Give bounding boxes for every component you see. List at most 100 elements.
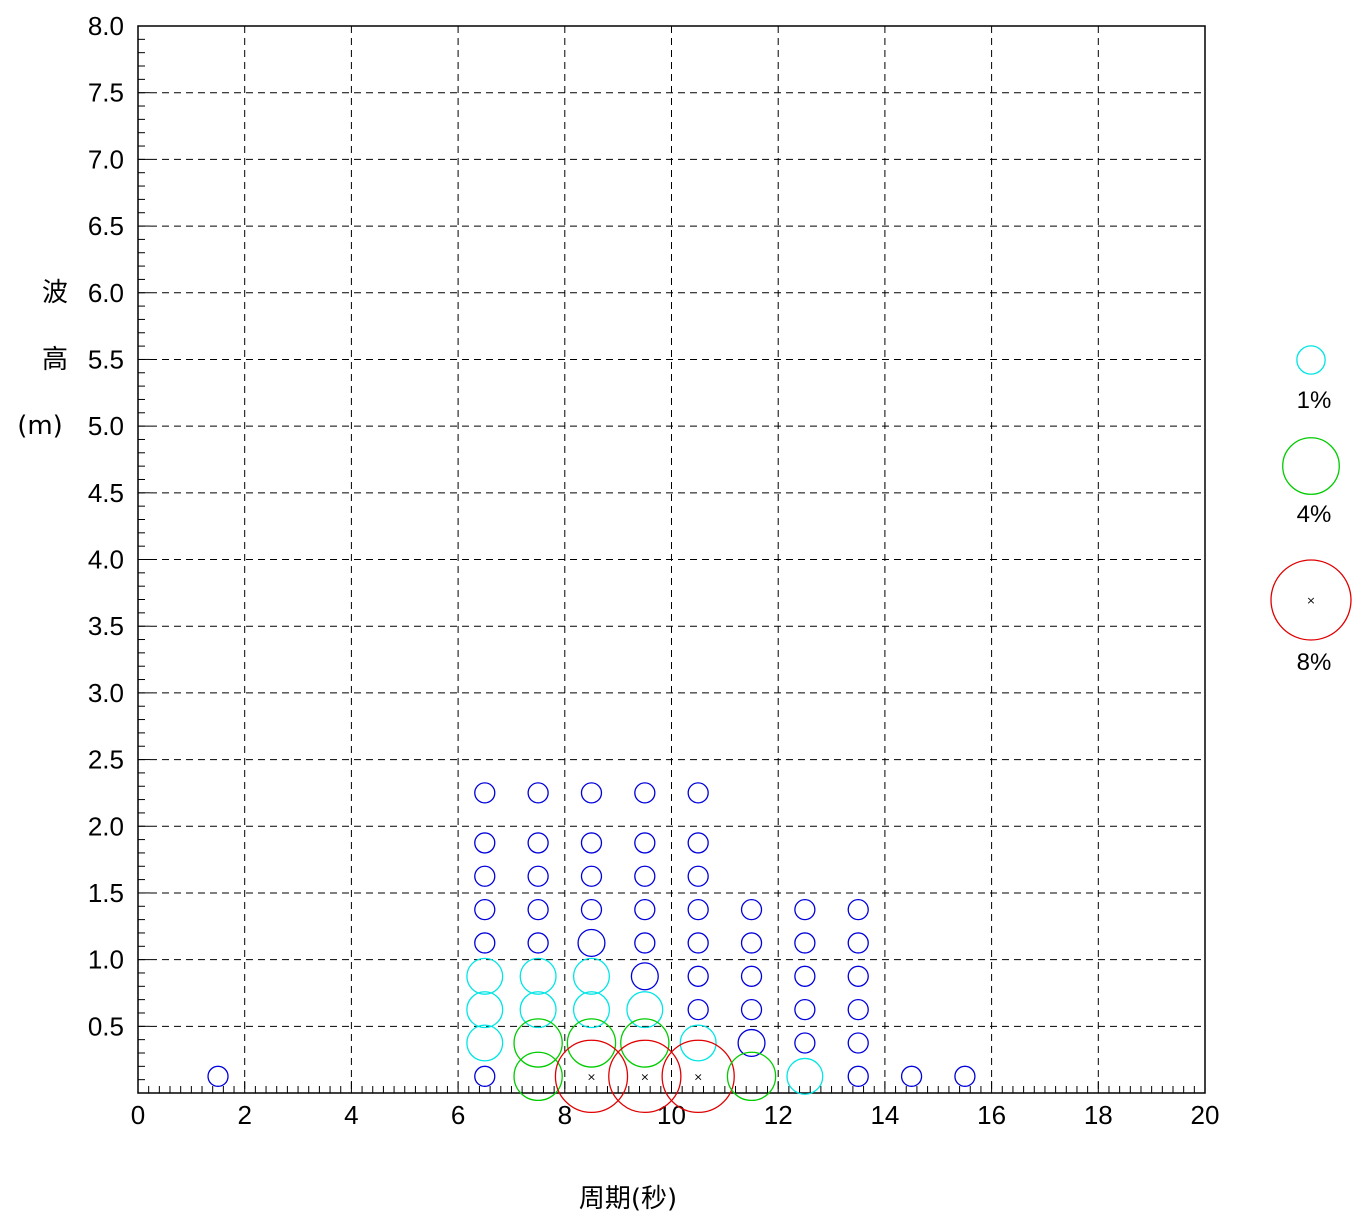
- bubble-point: [740, 932, 763, 954]
- bubble-point: [207, 1065, 229, 1087]
- y-tick-label: 7.5: [88, 78, 124, 108]
- bubble-point: [687, 932, 709, 954]
- bubble-point: [847, 932, 869, 954]
- bubble-point: [474, 865, 496, 887]
- bubble-point: [847, 1032, 869, 1054]
- x-tick-label: 10: [657, 1100, 686, 1130]
- bubble-point: [687, 998, 709, 1021]
- legend-center-marker: ×: [1306, 594, 1315, 607]
- bubble-point: [630, 962, 659, 991]
- x-tick-label: 16: [977, 1100, 1006, 1130]
- x-tick-label: 8: [558, 1100, 572, 1130]
- bubble-point: [626, 991, 664, 1029]
- y-axis-title-2: 高: [42, 345, 68, 375]
- bubble-center-marker: ×: [640, 1070, 649, 1083]
- bubble-point: [794, 898, 816, 921]
- bubble-point: [572, 991, 611, 1029]
- bubble-point: [634, 782, 656, 804]
- bubble-point: [527, 865, 549, 887]
- legend-label: 1%: [1297, 387, 1332, 414]
- y-tick-label: 1.5: [88, 878, 124, 908]
- x-tick-label: 4: [344, 1100, 358, 1130]
- y-tick-label: 6.5: [88, 211, 124, 241]
- bubble-point: [527, 898, 549, 921]
- bubble-point: [513, 1018, 563, 1068]
- legend-circle: [1282, 437, 1340, 495]
- bubble-point: [513, 1051, 563, 1102]
- bubble-point: [794, 1032, 816, 1054]
- bubble-point: [577, 928, 606, 958]
- bubble-point: [527, 782, 549, 804]
- bubble-point: [687, 832, 709, 854]
- bubble-point: [554, 1039, 629, 1114]
- y-tick-label: 5.0: [88, 411, 124, 441]
- bubble-point: [794, 965, 816, 987]
- legend-label: 8%: [1297, 649, 1332, 676]
- bubble-point: [572, 957, 611, 995]
- bubble-point: [954, 1065, 976, 1087]
- bubble-point: [687, 782, 709, 804]
- y-tick-label: 2.0: [88, 811, 124, 841]
- bubble-center-marker: ×: [587, 1070, 596, 1083]
- y-tick-label: 5.5: [88, 344, 124, 374]
- legend: 1% 4% × 8%: [1270, 345, 1352, 676]
- bubble-point: [580, 898, 603, 921]
- bubble-point: [847, 898, 869, 921]
- bubble-point: [474, 1065, 496, 1087]
- bubble-point: [474, 932, 496, 954]
- y-tick-label: 6.0: [88, 278, 124, 308]
- x-tick-label: 0: [131, 1100, 145, 1130]
- y-axis-title-1: 波: [42, 278, 68, 308]
- bubble-point: [620, 1018, 670, 1068]
- bubble-point: [634, 898, 656, 921]
- bubble-point: [847, 998, 869, 1021]
- legend-circle: [1296, 345, 1326, 375]
- bubble-point: [474, 832, 496, 854]
- y-tick-label: 4.0: [88, 545, 124, 575]
- bubble-point: [519, 957, 557, 995]
- bubble-point: [474, 782, 496, 804]
- bubble-point: [740, 898, 763, 921]
- bubble-point: [474, 898, 496, 921]
- bubble-point: [740, 965, 763, 987]
- y-tick-label: 0.5: [88, 1011, 124, 1041]
- x-tick-label: 20: [1191, 1100, 1220, 1130]
- bubble-point: [737, 1028, 766, 1058]
- bubble-point: [847, 1065, 869, 1087]
- legend-circle: [1270, 559, 1352, 641]
- bubble-point: [466, 957, 504, 995]
- bubble-point: [634, 865, 656, 887]
- x-tick-labels: 0 2 4 6 8 10 12 14 16 18 20: [131, 1100, 1220, 1130]
- bubble-point: [794, 932, 816, 954]
- bubbles: × × ×: [207, 782, 976, 1114]
- grid: [138, 26, 1205, 1093]
- x-tick-label: 2: [237, 1100, 251, 1130]
- y-tick-label: 4.5: [88, 478, 124, 508]
- bubble-point: [661, 1039, 735, 1114]
- bubble-point: [794, 998, 816, 1021]
- bubble-point: [519, 991, 557, 1029]
- y-tick-label: 8.0: [88, 11, 124, 41]
- bubble-point: [527, 832, 549, 854]
- bubble-point: [740, 998, 763, 1021]
- bubble-point: [608, 1039, 682, 1114]
- x-tick-label: 12: [764, 1100, 793, 1130]
- bubble-point: [726, 1051, 777, 1102]
- bubble-point: [900, 1065, 923, 1087]
- bubble-center-marker: ×: [694, 1070, 703, 1083]
- bubble-point: [679, 1024, 717, 1062]
- x-tick-label: 18: [1084, 1100, 1113, 1130]
- bubble-point: [634, 832, 656, 854]
- y-tick-label: 2.5: [88, 745, 124, 775]
- bubble-point: [580, 832, 603, 854]
- bubble-point: [687, 898, 709, 921]
- y-tick-label: 3.5: [88, 611, 124, 641]
- legend-label: 4%: [1297, 501, 1332, 528]
- x-tick-label: 14: [870, 1100, 899, 1130]
- bubble-point: [634, 932, 656, 954]
- bubble-point: [566, 1018, 617, 1068]
- bubble-point: [786, 1057, 824, 1095]
- y-tick-label: 7.0: [88, 144, 124, 174]
- y-axis-title-3: (m): [17, 411, 63, 441]
